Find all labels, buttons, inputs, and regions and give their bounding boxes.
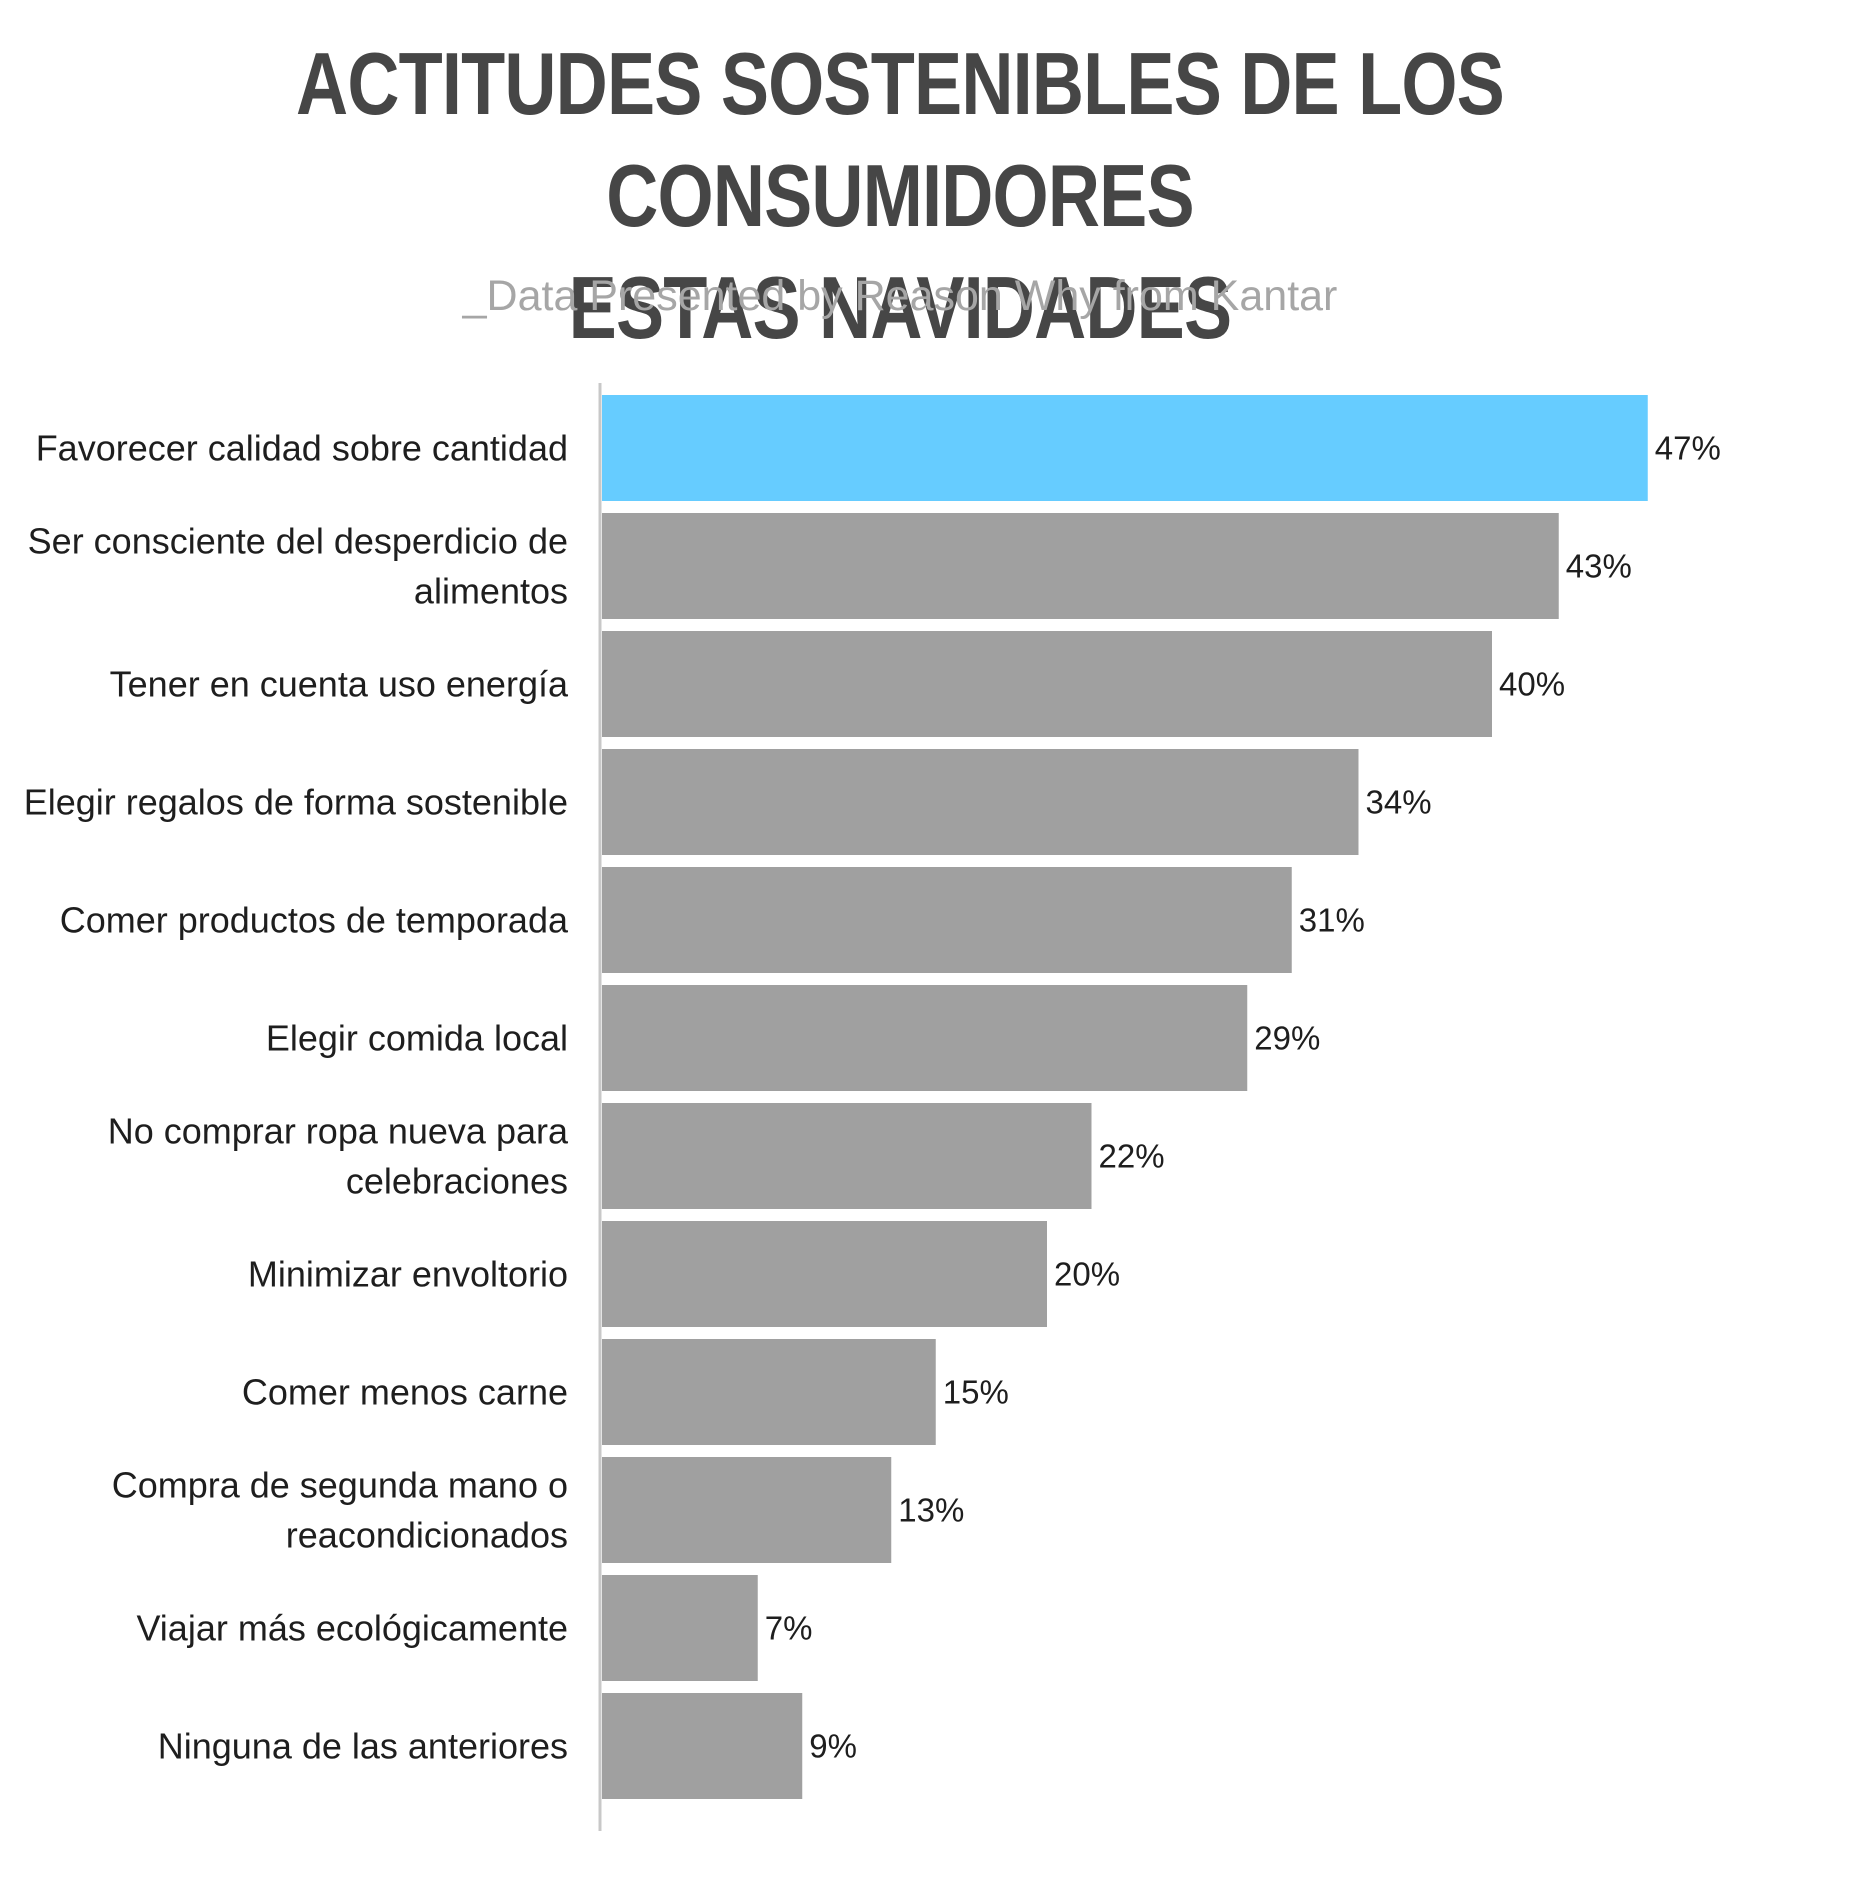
bar-8: [602, 1339, 936, 1445]
bars-group: [602, 395, 1648, 1799]
category-label-6: No comprar ropa nueva para celebraciones: [108, 1111, 569, 1202]
category-label-1: Ser consciente del desperdicio de aliment…: [28, 521, 568, 612]
category-label-5-line-0: Elegir comida local: [266, 1018, 568, 1059]
category-label-1-line-0: Ser consciente del desperdicio de: [28, 521, 568, 562]
chart-title: ACTITUDES SOSTENIBLES DE LOS CONSUMIDORE…: [162, 28, 1638, 364]
bar-0: [602, 395, 1648, 501]
category-label-4: Comer productos de temporada: [60, 900, 569, 941]
category-label-9-line-0: Compra de segunda mano o: [112, 1465, 568, 1506]
category-label-3-line-0: Elegir regalos de forma sostenible: [24, 782, 568, 823]
category-label-7-line-0: Minimizar envoltorio: [248, 1254, 568, 1295]
bar-7: [602, 1221, 1047, 1327]
bar-5: [602, 985, 1248, 1091]
bar-3: [602, 749, 1359, 855]
bar-4: [602, 867, 1292, 973]
bar-2: [602, 631, 1492, 737]
category-label-6-line-1: celebraciones: [346, 1161, 568, 1202]
category-label-2: Tener en cuenta uso energía: [110, 664, 569, 705]
value-label-5: 29%: [1254, 1020, 1320, 1057]
value-label-9: 13%: [898, 1492, 964, 1529]
category-label-1-line-1: alimentos: [414, 571, 568, 612]
category-label-9: Compra de segunda mano o reacondicionados: [112, 1465, 568, 1556]
value-label-8: 15%: [943, 1374, 1009, 1411]
category-label-7: Minimizar envoltorio: [248, 1254, 568, 1295]
value-labels-group: 47% 43% 40% 34% 31% 29% 22% 20% 15% 13% 7% 9%: [765, 430, 1721, 1765]
chart-title-line-2: ESTAS NAVIDADES: [568, 258, 1232, 357]
value-label-10: 7%: [765, 1610, 813, 1647]
category-label-5: Elegir comida local: [266, 1018, 568, 1059]
category-label-10-line-0: Viajar más ecológicamente: [136, 1608, 568, 1649]
chart-title-line-1: ACTITUDES SOSTENIBLES DE LOS CONSUMIDORE…: [296, 34, 1505, 245]
category-label-2-line-0: Tener en cuenta uso energía: [110, 664, 569, 705]
category-label-3: Elegir regalos de forma sostenible: [24, 782, 568, 823]
category-label-8: Comer menos carne: [242, 1372, 568, 1413]
category-label-9-line-1: reacondicionados: [286, 1515, 568, 1556]
category-labels-group: Favorecer calidad sobre cantidad Ser cons…: [24, 428, 569, 1767]
category-label-11: Ninguna de las anteriores: [158, 1726, 568, 1767]
category-label-4-line-0: Comer productos de temporada: [60, 900, 569, 941]
value-label-6: 22%: [1099, 1138, 1165, 1175]
category-label-11-line-0: Ninguna de las anteriores: [158, 1726, 568, 1767]
chart-subtitle: _Data Presented by Reason Why from Kanta…: [462, 272, 1338, 320]
bar-11: [602, 1693, 803, 1799]
category-label-8-line-0: Comer menos carne: [242, 1372, 568, 1413]
bar-10: [602, 1575, 758, 1681]
value-label-7: 20%: [1054, 1256, 1120, 1293]
value-label-4: 31%: [1299, 902, 1365, 939]
value-label-3: 34%: [1366, 784, 1432, 821]
category-label-0: Favorecer calidad sobre cantidad: [36, 428, 568, 469]
value-label-1: 43%: [1566, 548, 1632, 585]
value-label-0: 47%: [1655, 430, 1721, 467]
bar-9: [602, 1457, 892, 1563]
value-label-11: 9%: [809, 1728, 857, 1765]
value-label-2: 40%: [1499, 666, 1565, 703]
category-label-6-line-0: No comprar ropa nueva para: [108, 1111, 569, 1152]
category-label-0-line-0: Favorecer calidad sobre cantidad: [36, 428, 568, 469]
bar-6: [602, 1103, 1092, 1209]
category-label-10: Viajar más ecológicamente: [136, 1608, 568, 1649]
bar-1: [602, 513, 1559, 619]
